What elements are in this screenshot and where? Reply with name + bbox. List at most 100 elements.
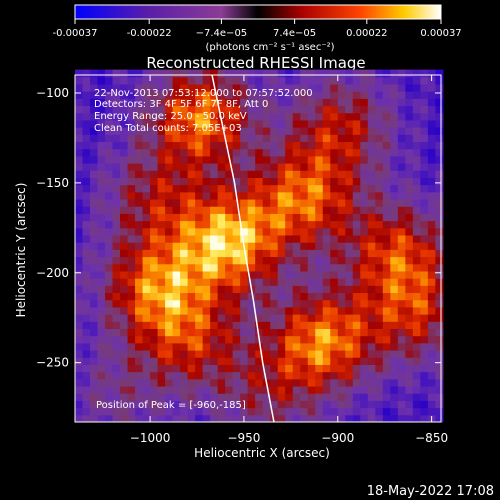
heatmap-cell bbox=[300, 278, 309, 286]
heatmap-cell bbox=[112, 148, 121, 157]
heatmap-cell bbox=[82, 220, 91, 229]
heatmap-cell bbox=[247, 105, 256, 114]
heatmap-cell bbox=[187, 119, 196, 128]
heatmap-cell bbox=[112, 386, 121, 394]
heatmap-cell bbox=[75, 357, 84, 365]
heatmap-cell bbox=[345, 112, 354, 121]
heatmap-cell bbox=[217, 378, 226, 387]
heatmap-cell bbox=[390, 148, 399, 157]
heatmap-cell bbox=[382, 170, 391, 178]
heatmap-cell bbox=[255, 127, 264, 135]
heatmap-cell bbox=[202, 400, 211, 409]
heatmap-cell bbox=[82, 350, 91, 358]
heatmap-cell bbox=[225, 206, 234, 214]
heatmap-cell bbox=[285, 306, 294, 315]
heatmap-cell bbox=[142, 119, 151, 128]
heatmap-cell bbox=[135, 335, 144, 344]
heatmap-cell bbox=[285, 83, 294, 92]
heatmap-cell bbox=[150, 371, 159, 380]
heatmap-cell bbox=[435, 170, 444, 178]
heatmap-cell bbox=[360, 213, 369, 222]
heatmap-cell bbox=[135, 76, 144, 85]
heatmap-cell bbox=[255, 378, 264, 387]
heatmap-cell bbox=[217, 91, 226, 99]
heatmap-cell bbox=[322, 155, 331, 164]
heatmap-cell bbox=[345, 148, 354, 157]
heatmap-cell bbox=[330, 98, 339, 107]
heatmap-cell bbox=[120, 328, 129, 337]
heatmap-cell bbox=[307, 242, 316, 250]
heatmap-cell bbox=[112, 76, 121, 85]
heatmap-cell bbox=[262, 148, 271, 157]
heatmap-cell bbox=[180, 278, 189, 286]
heatmap-cell bbox=[405, 292, 414, 301]
heatmap-cell bbox=[300, 112, 309, 121]
heatmap-cell bbox=[277, 69, 286, 78]
heatmap-cell bbox=[120, 256, 129, 265]
heatmap-cell bbox=[367, 220, 376, 229]
heatmap-cell bbox=[345, 213, 354, 222]
heatmap-cell bbox=[247, 177, 256, 186]
heatmap-cell bbox=[397, 350, 406, 358]
heatmap-cell bbox=[375, 263, 384, 272]
heatmap-cell bbox=[90, 393, 99, 401]
heatmap-cell bbox=[277, 263, 286, 272]
heatmap-cell bbox=[195, 199, 204, 207]
heatmap-cell bbox=[135, 242, 144, 250]
heatmap-cell bbox=[127, 299, 136, 308]
heatmap-cell bbox=[420, 256, 429, 265]
heatmap-cell bbox=[330, 199, 339, 207]
heatmap-cell bbox=[375, 407, 384, 416]
heatmap-cell bbox=[240, 306, 249, 315]
heatmap-cell bbox=[232, 105, 241, 114]
heatmap-cell bbox=[270, 98, 279, 107]
heatmap-cell bbox=[360, 256, 369, 265]
heatmap-cell bbox=[105, 249, 114, 258]
heatmap-cell bbox=[255, 155, 264, 164]
heatmap-cell bbox=[90, 357, 99, 365]
heatmap-cell bbox=[420, 407, 429, 416]
heatmap-cell bbox=[435, 155, 444, 164]
heatmap-cell bbox=[202, 242, 211, 250]
heatmap-cell bbox=[285, 270, 294, 279]
heatmap-cell bbox=[405, 335, 414, 344]
heatmap-cell bbox=[322, 278, 331, 286]
heatmap-cell bbox=[75, 414, 84, 423]
heatmap-cell bbox=[322, 321, 331, 330]
heatmap-cell bbox=[120, 278, 129, 286]
heatmap-cell bbox=[90, 199, 99, 207]
heatmap-cell bbox=[202, 299, 211, 308]
heatmap-cell bbox=[255, 400, 264, 409]
heatmap-cell bbox=[375, 242, 384, 250]
heatmap-cell bbox=[292, 119, 301, 128]
heatmap-cell bbox=[142, 386, 151, 394]
heatmap-cell bbox=[435, 306, 444, 315]
heatmap-cell bbox=[435, 256, 444, 265]
heatmap-cell bbox=[270, 227, 279, 236]
heatmap-cell bbox=[375, 393, 384, 401]
heatmap-cell bbox=[412, 112, 421, 121]
heatmap-cell bbox=[247, 407, 256, 416]
heatmap-cell bbox=[142, 191, 151, 200]
heatmap-cell bbox=[135, 306, 144, 315]
heatmap-cell bbox=[127, 256, 136, 265]
heatmap-cell bbox=[427, 98, 436, 107]
heatmap-cell bbox=[255, 170, 264, 178]
heatmap-cell bbox=[157, 414, 166, 423]
heatmap-cell bbox=[150, 83, 159, 92]
heatmap-cell bbox=[255, 371, 264, 380]
heatmap-cell bbox=[172, 91, 181, 99]
heatmap-cell bbox=[262, 177, 271, 186]
heatmap-cell bbox=[142, 278, 151, 286]
heatmap-cell bbox=[292, 227, 301, 236]
heatmap-cell bbox=[405, 98, 414, 107]
heatmap-cell bbox=[75, 227, 84, 236]
heatmap-cell bbox=[315, 270, 324, 279]
heatmap-cell bbox=[367, 213, 376, 222]
heatmap-cell bbox=[195, 378, 204, 387]
heatmap-cell bbox=[300, 393, 309, 401]
heatmap-cell bbox=[322, 112, 331, 121]
heatmap-cell bbox=[397, 371, 406, 380]
heatmap-cell bbox=[172, 393, 181, 401]
heatmap-cell bbox=[315, 127, 324, 135]
